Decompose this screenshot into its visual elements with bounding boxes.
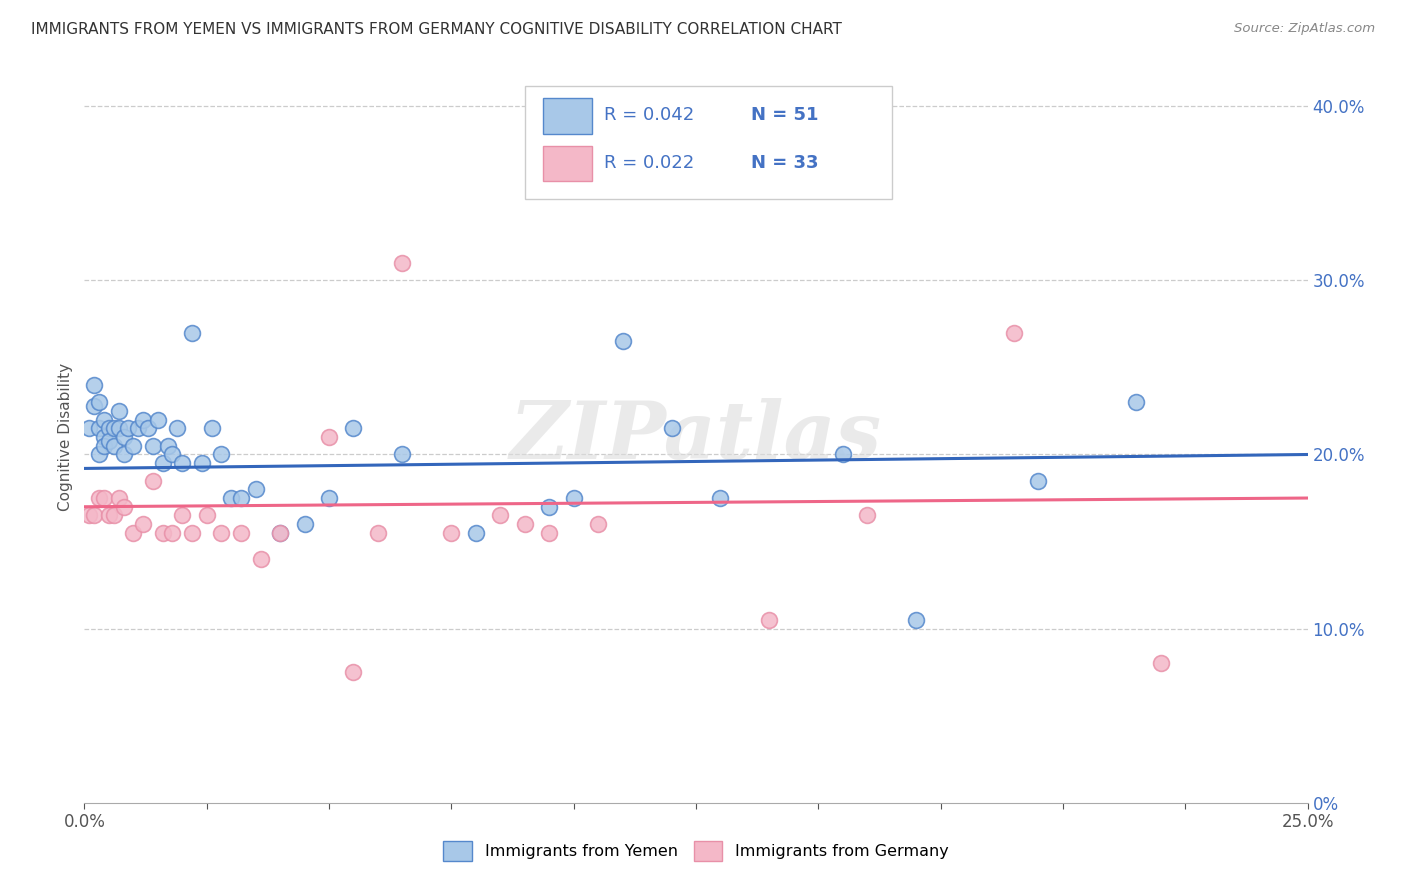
Point [112, 448, 135, 462]
Point [229, 525, 252, 540]
Point [87, 491, 110, 505]
Point [209, 525, 232, 540]
Point [586, 517, 609, 532]
Text: N = 33: N = 33 [751, 153, 818, 172]
Point [146, 412, 169, 426]
Bar [543, 98, 592, 134]
Point [107, 421, 129, 435]
Point [269, 525, 291, 540]
Point [172, 456, 194, 470]
Point [612, 334, 634, 349]
Point [538, 525, 561, 540]
Point [93, 412, 115, 426]
Text: N = 51: N = 51 [751, 106, 818, 124]
Point [831, 448, 853, 462]
Point [117, 421, 139, 435]
Point [132, 412, 155, 426]
Point [93, 430, 115, 444]
Text: R = 0.042: R = 0.042 [605, 106, 695, 124]
Point [107, 491, 129, 505]
Point [142, 474, 165, 488]
Point [1028, 474, 1050, 488]
Point [856, 508, 879, 523]
Point [172, 508, 194, 523]
Point [97, 508, 120, 523]
Point [905, 613, 928, 627]
Point [162, 525, 184, 540]
Point [489, 508, 512, 523]
Point [219, 491, 242, 505]
Point [103, 508, 125, 523]
Point [367, 525, 389, 540]
Point [318, 430, 340, 444]
Point [513, 517, 536, 532]
Text: ZIPatlas: ZIPatlas [510, 399, 882, 475]
Point [93, 439, 115, 453]
Point [245, 483, 267, 497]
Point [181, 525, 204, 540]
Point [127, 421, 149, 435]
Y-axis label: Cognitive Disability: Cognitive Disability [58, 363, 73, 511]
Point [342, 421, 364, 435]
Point [269, 525, 291, 540]
Point [107, 404, 129, 418]
Point [391, 256, 413, 270]
Point [132, 517, 155, 532]
Point [93, 491, 115, 505]
Point [152, 525, 174, 540]
Point [249, 552, 271, 566]
Point [152, 456, 174, 470]
Point [103, 421, 125, 435]
Point [103, 439, 125, 453]
Point [1125, 395, 1147, 409]
Point [87, 395, 110, 409]
Point [87, 421, 110, 435]
Point [318, 491, 340, 505]
Point [77, 508, 100, 523]
Point [97, 434, 120, 448]
Point [77, 421, 100, 435]
Point [440, 525, 463, 540]
Point [661, 421, 683, 435]
Point [758, 613, 780, 627]
Point [83, 377, 105, 392]
Text: Source: ZipAtlas.com: Source: ZipAtlas.com [1234, 22, 1375, 36]
Point [1002, 326, 1025, 340]
Text: IMMIGRANTS FROM YEMEN VS IMMIGRANTS FROM GERMANY COGNITIVE DISABILITY CORRELATIO: IMMIGRANTS FROM YEMEN VS IMMIGRANTS FROM… [31, 22, 842, 37]
Point [112, 430, 135, 444]
Point [195, 508, 218, 523]
Point [191, 456, 214, 470]
Point [229, 491, 252, 505]
Point [342, 665, 364, 680]
Point [1150, 657, 1173, 671]
Point [391, 448, 413, 462]
Point [209, 448, 232, 462]
Legend: Immigrants from Yemen, Immigrants from Germany: Immigrants from Yemen, Immigrants from G… [443, 841, 949, 861]
Point [562, 491, 585, 505]
Point [709, 491, 731, 505]
Point [538, 500, 561, 514]
Point [97, 421, 120, 435]
Point [87, 448, 110, 462]
Text: R = 0.022: R = 0.022 [605, 153, 695, 172]
Bar [543, 146, 592, 181]
Point [166, 421, 188, 435]
Point [162, 448, 184, 462]
Point [142, 439, 165, 453]
Point [83, 508, 105, 523]
Point [464, 525, 486, 540]
Point [200, 421, 222, 435]
Point [83, 399, 105, 413]
Point [181, 326, 204, 340]
Point [122, 439, 145, 453]
FancyBboxPatch shape [524, 86, 891, 200]
Point [294, 517, 316, 532]
Point [136, 421, 159, 435]
Point [156, 439, 179, 453]
Point [112, 500, 135, 514]
Point [122, 525, 145, 540]
